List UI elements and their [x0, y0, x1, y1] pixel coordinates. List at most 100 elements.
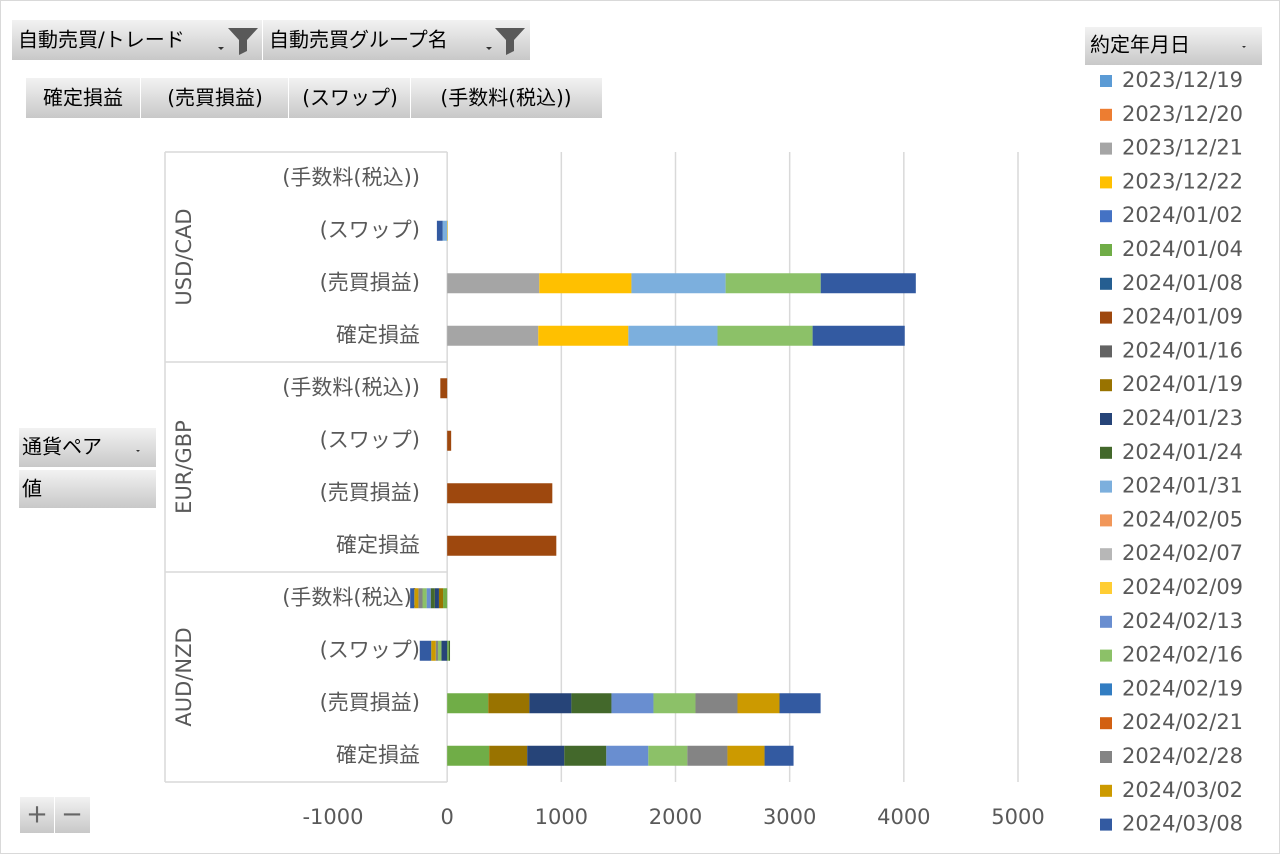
legend-label: 2024/01/09	[1122, 305, 1243, 329]
legend-swatch	[1100, 210, 1112, 223]
filter-button[interactable]: 自動売買/トレード	[12, 20, 262, 60]
filter-button[interactable]: 自動売買グループ名	[263, 20, 530, 60]
legend-label: 2024/01/02	[1122, 203, 1243, 227]
category-label: (売買損益)	[320, 270, 420, 294]
legend-label: 2023/12/22	[1122, 169, 1243, 193]
legend-swatch	[1100, 480, 1112, 493]
legend-label: 2024/01/04	[1122, 237, 1243, 261]
bar-segment	[414, 588, 419, 609]
bar-segment	[653, 693, 696, 714]
legend-swatch	[1100, 751, 1112, 763]
legend-swatch	[1100, 615, 1112, 628]
bar-segment	[529, 693, 572, 714]
bar-segment	[628, 325, 718, 346]
bar-segment	[564, 745, 607, 766]
legend-label: 2023/12/20	[1122, 102, 1243, 126]
bar-segment	[447, 535, 557, 556]
bar-segment	[447, 430, 452, 451]
collapse-button[interactable]: −	[55, 797, 90, 833]
bar-segment	[527, 745, 565, 766]
legend-label: 2024/02/19	[1122, 676, 1243, 700]
field-label: 値	[22, 477, 42, 501]
bar-segment	[538, 325, 629, 346]
legend-swatch	[1100, 345, 1112, 358]
category-label: 確定損益	[336, 323, 420, 347]
bar-segment	[447, 745, 490, 766]
legend-label: 2024/02/16	[1122, 643, 1243, 667]
bar-segment	[812, 325, 905, 346]
legend-swatch	[1100, 683, 1112, 696]
x-tick-label: -1000	[302, 805, 363, 829]
legend-swatch	[1100, 582, 1112, 594]
legend-swatch	[1100, 717, 1112, 730]
bar-segment	[725, 273, 821, 294]
category-label: (手数料(税込))	[282, 375, 420, 399]
row-value-button[interactable]: 値	[19, 470, 156, 508]
x-tick-label: 3000	[763, 805, 816, 829]
legend-label: 2024/02/13	[1122, 609, 1243, 633]
bar-segment	[426, 588, 431, 609]
x-tick-label: 5000	[991, 805, 1044, 829]
legend-label: 2024/02/28	[1122, 744, 1243, 768]
bar-segment	[410, 588, 415, 609]
legend-swatch	[1100, 413, 1112, 425]
bar-segment	[737, 693, 780, 714]
bar-segment	[606, 745, 649, 766]
bar-segment	[442, 220, 448, 241]
legend-label: 2024/03/02	[1122, 778, 1243, 802]
bar-segment	[448, 640, 451, 661]
value-field-button[interactable]: (手数料(税込))	[411, 78, 602, 118]
bar-segment	[447, 325, 539, 346]
legend-title-button[interactable]: 約定年月日	[1085, 27, 1262, 65]
value-field-button[interactable]: (売買損益)	[141, 78, 288, 118]
bar-segment	[648, 745, 688, 766]
bar-segment	[631, 273, 726, 294]
filter-label: 自動売買/トレード	[18, 28, 185, 52]
value-field-button[interactable]: (スワップ)	[289, 78, 410, 118]
field-label: (スワップ)	[302, 86, 398, 110]
bar-segment	[447, 693, 489, 714]
legend-label: 2024/02/05	[1122, 507, 1243, 531]
bar-segment	[695, 693, 738, 714]
bar-segment	[539, 273, 632, 294]
legend-label: 2024/02/21	[1122, 710, 1243, 734]
bar-segment	[717, 325, 813, 346]
field-label: (手数料(税込))	[440, 86, 571, 110]
button-label: −	[61, 800, 83, 830]
row-field-button[interactable]: 通貨ペア	[19, 428, 156, 467]
field-label: (売買損益)	[167, 86, 263, 110]
category-label: (売買損益)	[320, 690, 420, 714]
bar-segment	[488, 693, 530, 714]
bar-segment	[422, 588, 427, 609]
x-tick-label: 2000	[649, 805, 702, 829]
button-label: +	[26, 800, 48, 830]
legend-label: 2023/12/19	[1122, 68, 1243, 92]
legend-swatch	[1100, 277, 1112, 290]
legend-swatch	[1100, 176, 1112, 189]
expand-button[interactable]: +	[20, 797, 54, 833]
bar-segment	[447, 220, 448, 241]
legend-swatch	[1100, 311, 1112, 324]
legend-swatch	[1100, 784, 1112, 797]
legend-swatch	[1100, 818, 1112, 831]
category-label: (スワップ)	[320, 218, 420, 242]
group-label: EUR/GBP	[172, 420, 196, 514]
legend-swatch	[1100, 244, 1112, 256]
bar-segment	[441, 640, 448, 661]
legend-swatch	[1100, 514, 1112, 527]
legend-swatch	[1100, 75, 1112, 87]
bar-segment	[571, 693, 612, 714]
legend-label: 2024/01/16	[1122, 338, 1243, 362]
bar-segment	[440, 378, 448, 399]
legend-swatch	[1100, 548, 1112, 561]
bar-segment	[489, 745, 528, 766]
bar-segment	[447, 640, 449, 661]
bar-segment	[779, 693, 821, 714]
bar-segment	[447, 483, 553, 504]
bar-segment	[438, 588, 444, 609]
legend-label: 2024/02/09	[1122, 575, 1243, 599]
bar-segment	[431, 640, 436, 661]
bar-segment	[820, 273, 916, 294]
value-field-button[interactable]: 確定損益	[26, 78, 140, 118]
